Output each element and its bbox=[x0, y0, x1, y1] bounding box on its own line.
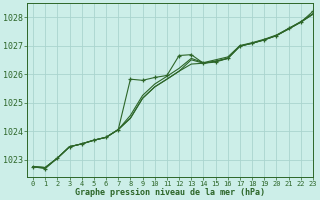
X-axis label: Graphe pression niveau de la mer (hPa): Graphe pression niveau de la mer (hPa) bbox=[75, 188, 265, 197]
